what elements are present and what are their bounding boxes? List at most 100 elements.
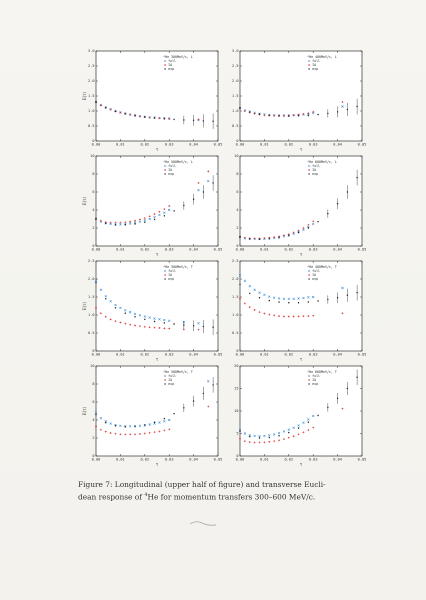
data-point [153,317,156,320]
series-exp [95,377,214,428]
data-point [173,210,175,212]
data-point [307,301,310,303]
data-point [173,118,175,121]
y-tick-label: 2.5 [232,64,239,68]
data-point [207,380,210,383]
data-point [114,432,117,435]
data-point [124,309,127,312]
data-point [346,108,349,111]
legend-entry: exp [168,67,174,71]
data-point [297,229,300,232]
legend-marker-ia [308,169,311,171]
legend-marker-exp [308,173,310,175]
data-point [128,222,132,225]
x-tick-label: 0.05 [214,143,223,147]
data-point [268,436,270,439]
data-point [105,107,107,109]
y-axis-label: E(τ) [82,301,87,310]
data-point [99,428,102,431]
x-tick-label: 0.04 [333,248,342,252]
data-point [243,110,246,112]
legend-marker-ia [308,379,311,381]
y-tick-label: 20 [234,364,238,368]
legend-marker-ia [164,274,167,276]
data-point [202,120,205,122]
data-point [114,224,117,226]
data-point [99,219,102,222]
data-point [282,315,285,318]
data-point [173,413,175,415]
data-point [297,297,300,300]
data-point [272,433,276,436]
data-point [253,441,256,444]
data-point [341,105,344,108]
data-point [336,397,339,400]
y-tick-label: 2 [92,226,94,230]
data-point [282,234,285,237]
legend-title: ⁴He 300MeV/c, T [163,265,193,269]
data-point [341,312,344,315]
x-tick-label: 0.05 [358,143,367,147]
data-point [243,279,247,282]
data-point [158,210,161,213]
data-point [163,211,166,214]
data-point [341,101,344,103]
y-tick-label: 8 [236,172,238,176]
data-point [288,115,290,117]
x-tick-label: 0.05 [214,458,223,462]
legend-marker-exp [164,278,166,280]
data-point [258,437,261,439]
data-point [163,429,166,432]
legend-entry: full [168,269,176,273]
x-tick-label: 0.01 [116,143,125,147]
data-point [268,295,271,298]
data-point [239,283,241,286]
data-point [104,315,107,318]
data-point [95,413,97,416]
legend-marker-full [307,59,311,63]
data-point [249,111,251,113]
data-point [104,430,107,433]
series-ia [95,306,200,331]
data-point [163,417,166,420]
x-tick-label: 0.01 [260,458,269,462]
data-point [153,218,156,221]
data-point [268,238,270,240]
series-ia [95,170,210,224]
data-point [183,324,185,326]
y-tick-label: 1.5 [88,94,95,98]
chart-panel-t600: 0.00 0.01 0.02 0.03 0.04 0.05 0 5 10 15 20 τ ⁴He 600… [226,362,366,467]
data-point [109,108,112,111]
data-point [105,422,107,424]
data-point [341,286,344,290]
data-point [148,215,151,218]
data-point [307,223,310,226]
data-point [207,170,210,173]
data-point [94,411,98,414]
data-point [317,221,319,223]
data-point [268,299,270,302]
x-tick-label: 0.03 [309,353,318,357]
data-point [253,434,256,438]
data-point [312,222,315,226]
legend-title: ⁴He 500MeV/c, T [163,370,193,374]
legend-marker-full [307,164,311,168]
legend-title: ⁴He 600MeV/c, T [307,370,337,374]
x-axis-label: τ [156,357,159,362]
legend-marker-full [163,59,167,63]
data-point [278,115,280,117]
x-tick-label: 0.04 [189,353,198,357]
data-point [134,433,137,436]
legend-entry: IA [312,168,316,172]
legend-entry: full [312,164,320,168]
data-point [104,295,107,298]
data-point [119,321,122,324]
data-point [143,219,146,222]
data-point [105,298,107,300]
y-tick-label: 6 [236,190,238,194]
caption-superscript: 4 [144,492,148,498]
x-axis-label: τ [156,462,159,467]
x-tick-label: 0.02 [284,353,293,357]
data-point [114,320,117,323]
